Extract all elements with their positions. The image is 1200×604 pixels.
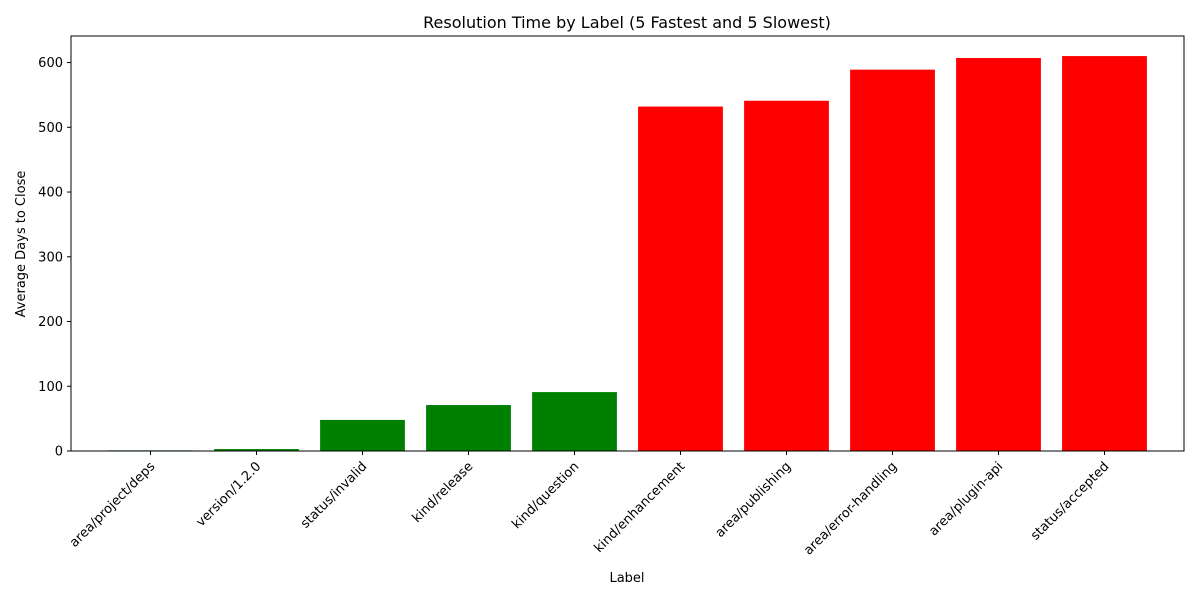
- bar-kind-enhancement: [638, 106, 723, 451]
- x-tick-label: area/error-handling: [801, 459, 900, 558]
- plot-frame: [70, 35, 1185, 452]
- x-tick-label: status/accepted: [1028, 459, 1112, 543]
- y-tick-label: 200: [38, 315, 63, 330]
- bar-kind-release: [426, 405, 511, 451]
- x-tick-label: kind/question: [509, 459, 582, 532]
- y-tick-label: 500: [38, 121, 63, 136]
- chart-title: Resolution Time by Label (5 Fastest and …: [423, 13, 831, 32]
- y-axis-label: Average Days to Close: [14, 171, 29, 318]
- x-axis-label: Label: [609, 571, 644, 586]
- x-tick-label: version/1.2.0: [194, 459, 265, 530]
- y-tick-label: 300: [38, 250, 63, 265]
- y-tick-label: 600: [38, 56, 63, 71]
- x-tick-label: kind/enhancement: [592, 459, 689, 556]
- bar-kind-question: [532, 392, 617, 451]
- bar-status-accepted: [1062, 56, 1147, 452]
- y-tick-label: 100: [38, 380, 63, 395]
- y-tick-label: 400: [38, 186, 63, 201]
- bar-status-invalid: [320, 419, 405, 451]
- y-axis: 0 100 200 300 400 500 600: [38, 56, 71, 460]
- x-tick-label: status/invalid: [298, 459, 370, 531]
- y-tick-label: 0: [55, 445, 63, 460]
- x-tick-label: area/project/deps: [67, 459, 158, 550]
- x-tick-label: area/publishing: [713, 459, 795, 541]
- bar-area-error-handling: [850, 69, 935, 452]
- bars-layer: [108, 56, 1147, 452]
- x-tick-label: area/plugin-api: [926, 459, 1006, 539]
- bar-area-plugin-api: [956, 58, 1041, 451]
- x-axis: area/project/deps version/1.2.0 status/inv…: [67, 451, 1112, 558]
- bar-area-publishing: [744, 100, 829, 452]
- bar-version-1-2-0: [214, 449, 299, 451]
- x-tick-label: kind/release: [410, 459, 477, 526]
